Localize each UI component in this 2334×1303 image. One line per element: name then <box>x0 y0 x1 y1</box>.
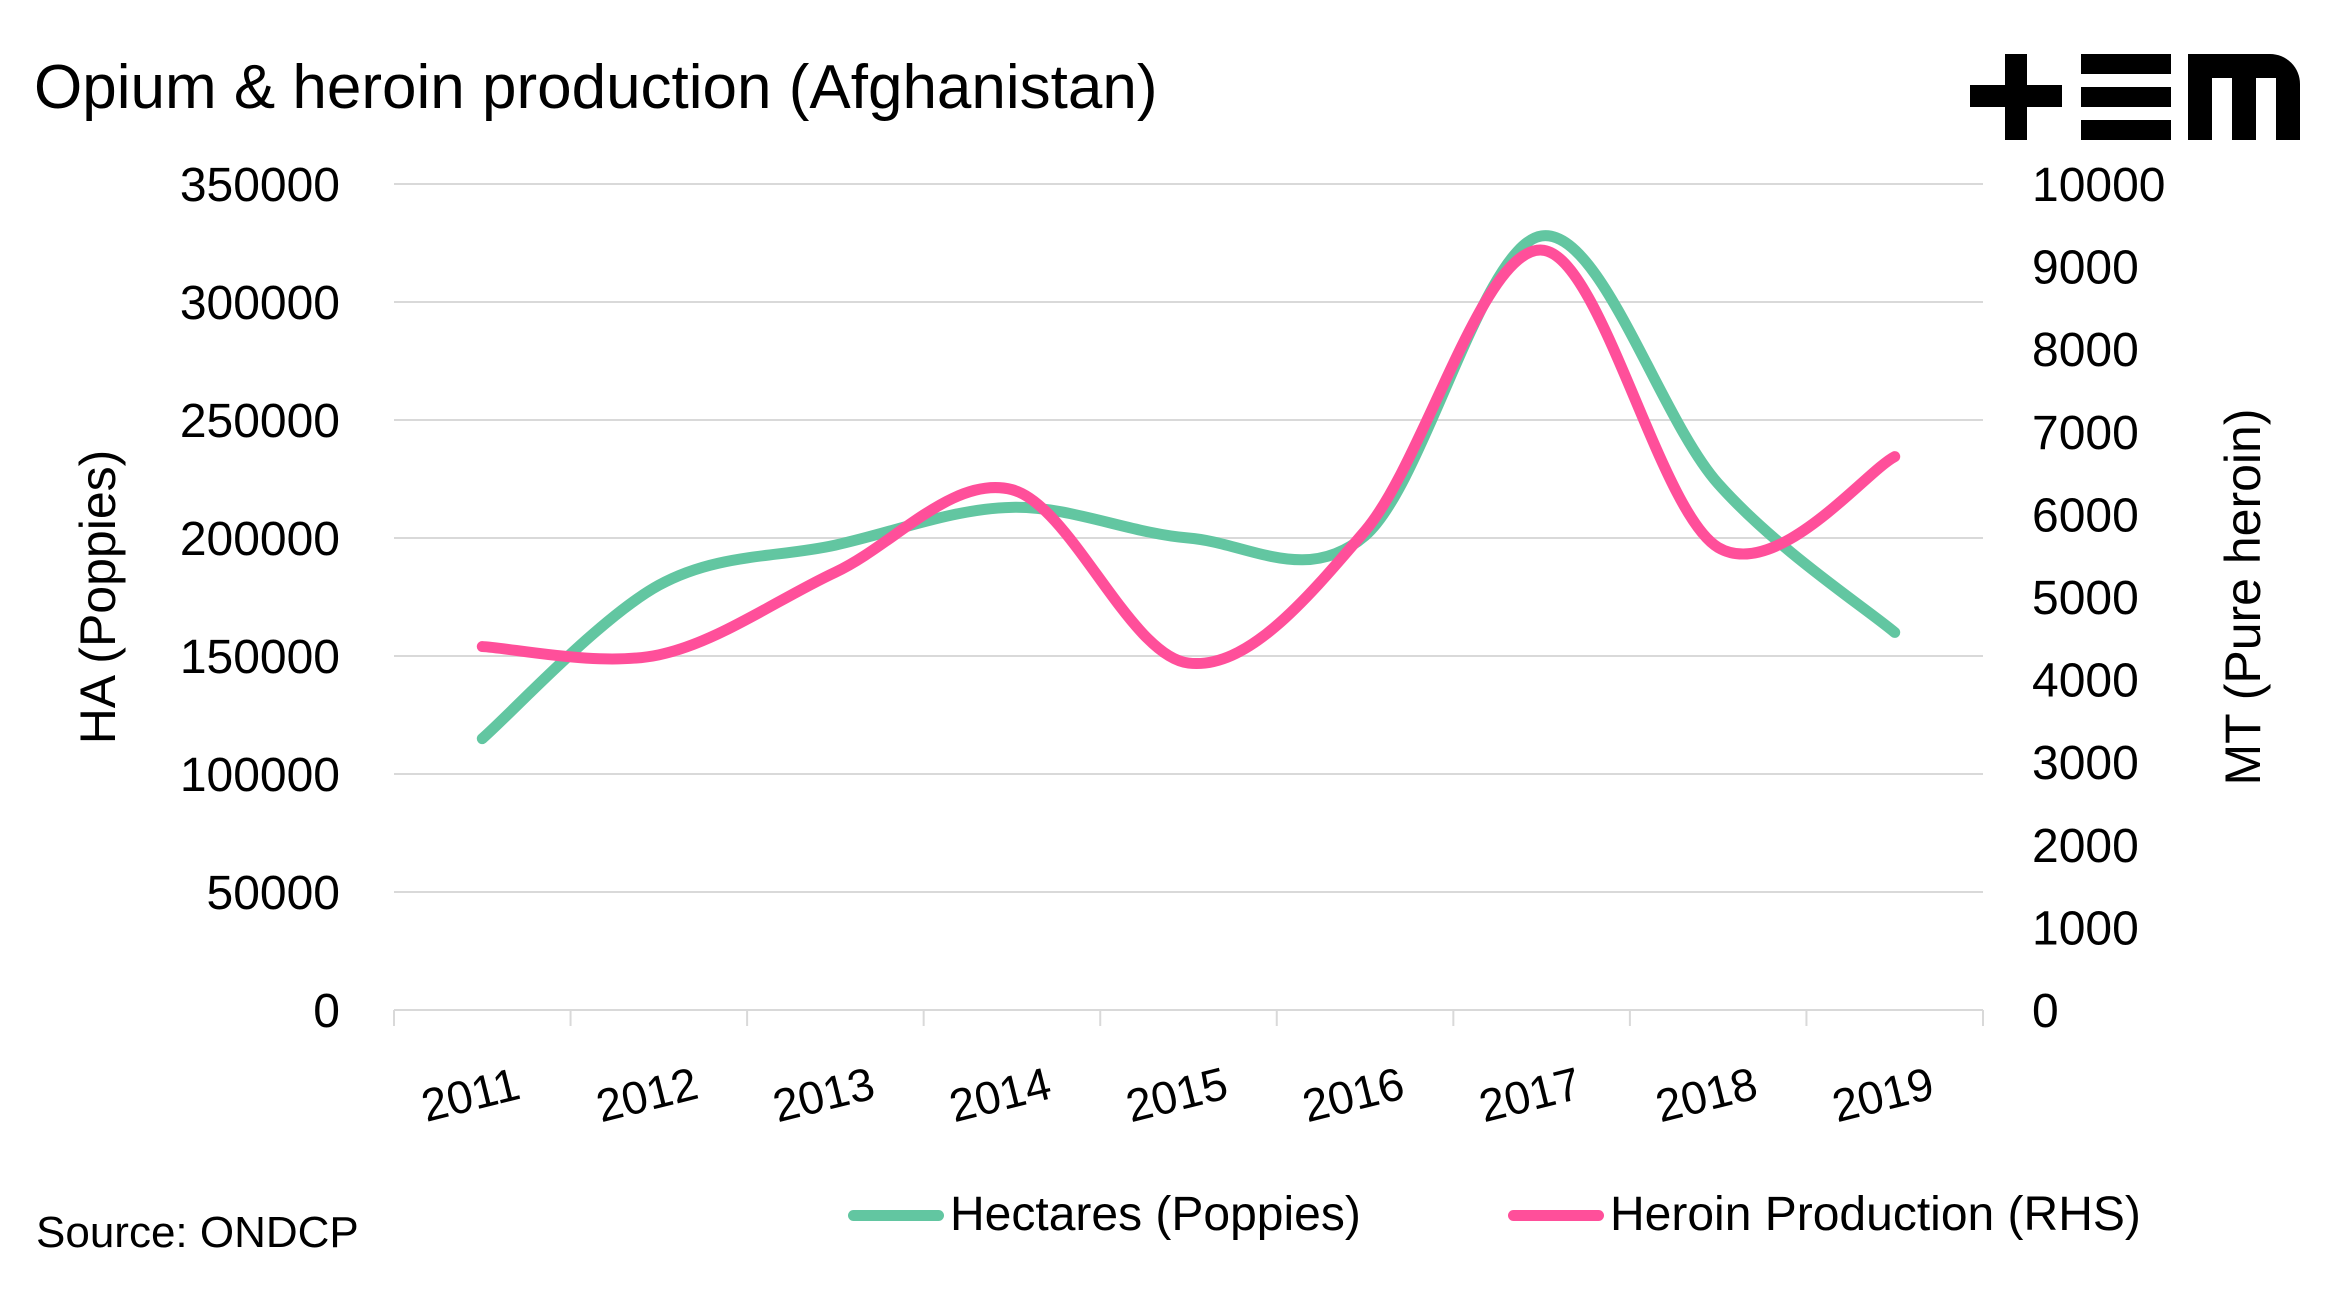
y-left-tick-label: 100000 <box>180 749 340 802</box>
y-left-tick-label: 350000 <box>180 159 340 212</box>
y-right-tick-label: 0 <box>2032 985 2059 1038</box>
x-axis <box>393 1009 1984 1026</box>
y-left-tick-label: 0 <box>313 985 340 1038</box>
y-right-tick-label: 8000 <box>2032 324 2139 377</box>
axis-labels: 0500001000001500002000002500003000003500… <box>70 159 2271 1132</box>
x-tick-label: 2011 <box>416 1057 525 1131</box>
y-right-tick-label: 9000 <box>2032 242 2139 295</box>
y-left-tick-label: 250000 <box>180 395 340 448</box>
y-right-tick-label: 2000 <box>2032 820 2139 873</box>
y-right-tick-label: 1000 <box>2032 902 2139 955</box>
x-tick-label: 2013 <box>768 1057 880 1132</box>
y-right-tick-label: 4000 <box>2032 655 2139 708</box>
series-line-heroin <box>476 244 1901 669</box>
x-tick-label: 2016 <box>1297 1057 1409 1132</box>
source-note: Source: ONDCP <box>36 1208 359 1257</box>
series-line-hectares <box>476 230 1901 745</box>
y-right-tick-label: 5000 <box>2032 572 2139 625</box>
legend-swatch-hectares <box>848 1209 944 1221</box>
legend-swatch-heroin <box>1508 1209 1604 1221</box>
x-tick-label: 2012 <box>591 1057 703 1132</box>
x-tick-label: 2014 <box>944 1057 1056 1132</box>
y-left-tick-label: 200000 <box>180 513 340 566</box>
y-left-axis-title: HA (Poppies) <box>70 450 126 745</box>
y-right-tick-label: 10000 <box>2032 159 2165 212</box>
y-right-tick-label: 6000 <box>2032 489 2139 542</box>
legend-item-hectares: Hectares (Poppies) <box>848 1185 1361 1245</box>
legend-label-heroin: Heroin Production (RHS) <box>1610 1188 2141 1241</box>
x-tick-label: 2015 <box>1121 1057 1233 1132</box>
y-right-axis-title: MT (Pure heroin) <box>2215 409 2271 786</box>
x-tick-label: 2017 <box>1474 1057 1586 1132</box>
y-left-tick-label: 300000 <box>180 277 340 330</box>
legend-item-heroin: Heroin Production (RHS) <box>1508 1185 2141 1245</box>
legend-label-hectares: Hectares (Poppies) <box>950 1188 1361 1241</box>
grid-lines <box>394 183 1983 893</box>
y-left-tick-label: 150000 <box>180 631 340 684</box>
tem-logo-icon <box>1970 54 2300 140</box>
series-lines <box>476 230 1901 745</box>
y-right-tick-label: 3000 <box>2032 737 2139 790</box>
chart-title: Opium & heroin production (Afghanistan) <box>34 53 1158 122</box>
y-left-tick-label: 50000 <box>207 867 340 920</box>
x-tick-label: 2019 <box>1827 1057 1939 1132</box>
x-tick-label: 2018 <box>1650 1057 1762 1132</box>
y-right-tick-label: 7000 <box>2032 407 2139 460</box>
